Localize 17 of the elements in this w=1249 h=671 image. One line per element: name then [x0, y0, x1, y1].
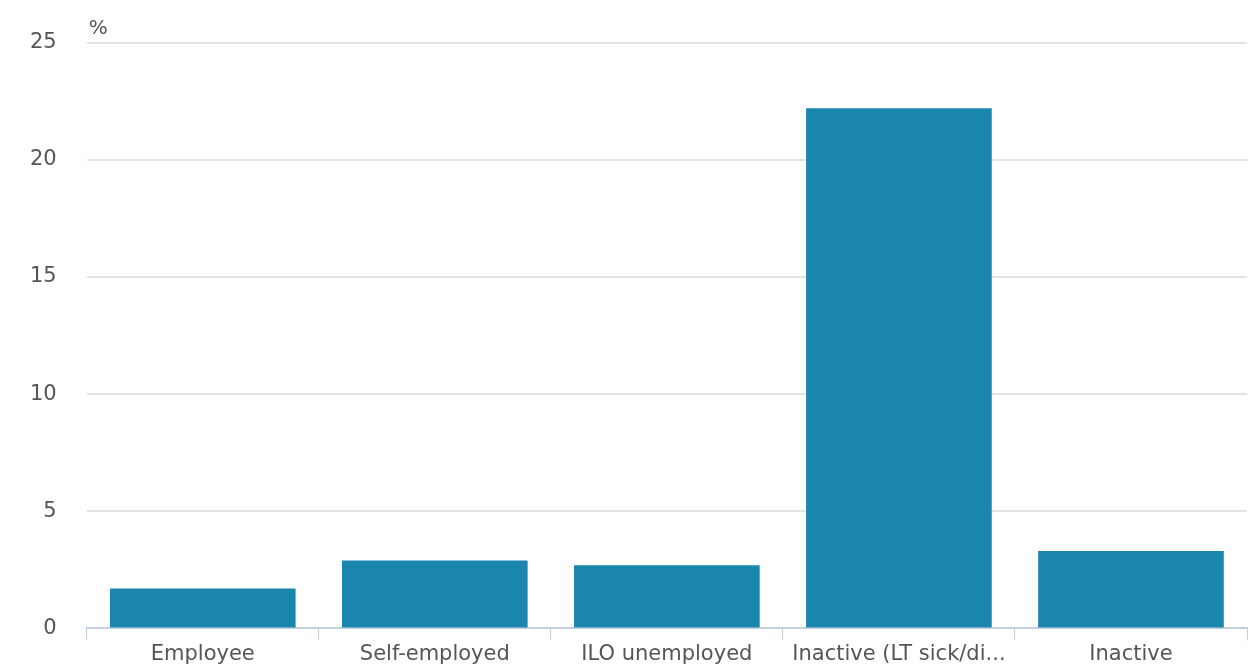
x-tick-label: Employee — [150, 641, 255, 666]
x-tick-label: Inactive (LT sick/di... — [792, 641, 1006, 666]
bar — [1038, 551, 1224, 628]
x-tick-label: Self-employed — [359, 641, 510, 666]
x-tick-label: Inactive — [1089, 641, 1173, 666]
y-tick-label: 0 — [43, 614, 57, 639]
y-tick-label: 25 — [29, 29, 57, 54]
y-axis-title: % — [88, 14, 108, 39]
y-tick-label: 5 — [43, 497, 57, 522]
y-tick-label: 10 — [29, 380, 57, 405]
bar — [341, 560, 528, 628]
y-tick-label: 15 — [29, 263, 57, 288]
bar — [806, 108, 992, 628]
bar — [574, 565, 760, 628]
y-tick-label: 20 — [29, 146, 57, 171]
bar — [109, 588, 296, 628]
x-tick-label: ILO unemployed — [581, 641, 753, 666]
